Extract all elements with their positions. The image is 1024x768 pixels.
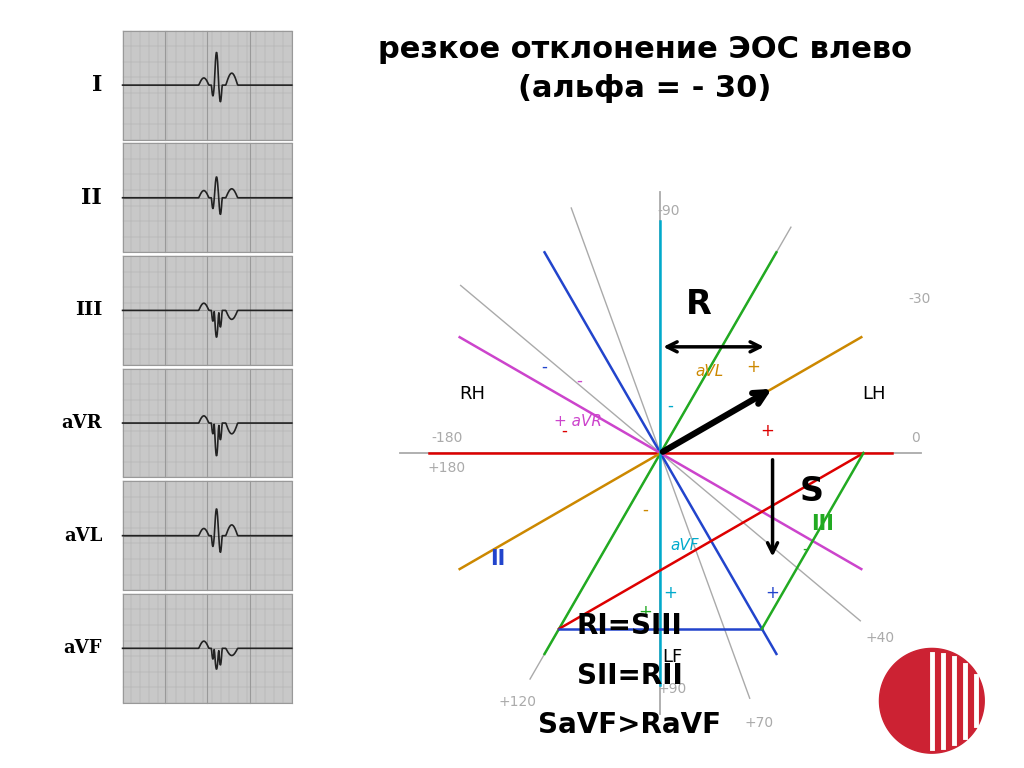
Text: aVR: aVR bbox=[61, 414, 102, 432]
Text: -30: -30 bbox=[908, 292, 931, 306]
Text: +: + bbox=[746, 358, 760, 376]
Text: RH: RH bbox=[460, 385, 485, 403]
Text: + aVR: + aVR bbox=[554, 414, 602, 429]
Text: RI=SIII: RI=SIII bbox=[577, 611, 683, 640]
Text: III: III bbox=[811, 515, 835, 535]
Text: +70: +70 bbox=[744, 716, 773, 730]
Bar bbox=[123, 482, 292, 590]
Bar bbox=[123, 594, 292, 703]
Polygon shape bbox=[880, 648, 984, 753]
Text: +: + bbox=[638, 604, 652, 621]
Text: -: - bbox=[542, 358, 548, 376]
Text: aVL: aVL bbox=[695, 364, 724, 379]
Text: -: - bbox=[561, 422, 567, 440]
Text: LF: LF bbox=[662, 648, 682, 666]
Text: -: - bbox=[577, 372, 583, 389]
Text: aVF: aVF bbox=[63, 639, 102, 657]
Text: I: I bbox=[92, 74, 102, 96]
Text: +180: +180 bbox=[427, 462, 466, 475]
Text: 0: 0 bbox=[911, 431, 920, 445]
Text: R: R bbox=[686, 288, 712, 321]
Text: SII=RII: SII=RII bbox=[577, 661, 683, 690]
Text: -180: -180 bbox=[431, 431, 462, 445]
Text: +: + bbox=[766, 584, 779, 602]
Text: II: II bbox=[81, 187, 102, 209]
Text: -: - bbox=[803, 540, 808, 558]
Text: +90: +90 bbox=[657, 682, 687, 696]
Text: II: II bbox=[490, 549, 506, 569]
Bar bbox=[123, 144, 292, 252]
Text: SaVF>RaVF: SaVF>RaVF bbox=[539, 711, 721, 740]
Text: aVF: aVF bbox=[670, 538, 698, 553]
Text: -: - bbox=[668, 396, 673, 415]
Text: S: S bbox=[799, 475, 823, 508]
Text: резкое отклонение ЭОС влево: резкое отклонение ЭОС влево bbox=[378, 35, 912, 65]
Text: +40: +40 bbox=[865, 631, 895, 644]
Bar bbox=[123, 31, 292, 140]
Text: -: - bbox=[642, 501, 648, 519]
Text: +120: +120 bbox=[498, 694, 536, 709]
Text: LH: LH bbox=[862, 385, 886, 403]
Bar bbox=[123, 369, 292, 478]
Text: aVL: aVL bbox=[63, 527, 102, 545]
Text: (альфа = - 30): (альфа = - 30) bbox=[518, 74, 772, 103]
Text: +: + bbox=[760, 422, 774, 440]
Text: +: + bbox=[664, 584, 677, 602]
Bar bbox=[123, 256, 292, 365]
Text: III: III bbox=[75, 301, 102, 319]
Text: -90: -90 bbox=[657, 204, 680, 218]
